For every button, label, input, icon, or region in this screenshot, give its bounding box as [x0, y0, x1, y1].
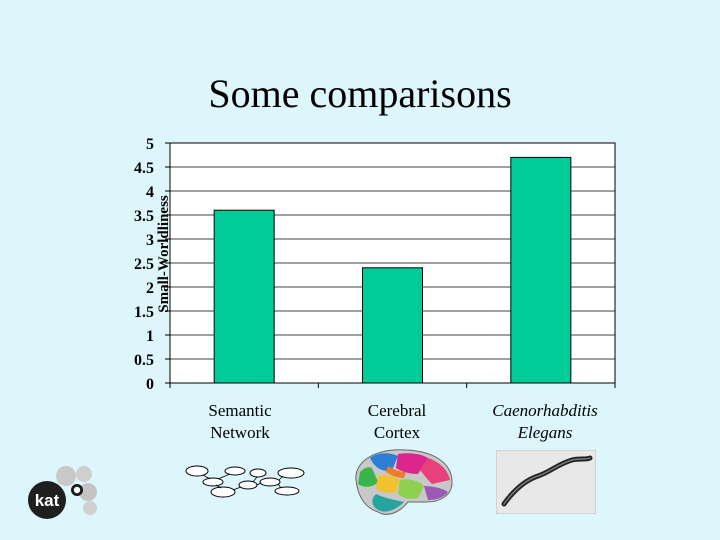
semantic-network-graph-icon [185, 465, 305, 498]
kat-logo: kat [28, 466, 97, 519]
bar-caenorhabditis-elegans [510, 156, 572, 384]
category-label-semantic-network: Semantic Network [165, 400, 315, 444]
slide-title: Some comparisons [208, 71, 512, 116]
y-tick-label: 1 [146, 328, 154, 345]
y-tick-label: 2.5 [134, 256, 154, 273]
y-tick-label: 1.5 [134, 304, 154, 321]
y-tick-label: 3.5 [134, 208, 154, 225]
category-label-line: Network [210, 423, 270, 442]
category-label-line: Caenorhabditis [492, 401, 598, 420]
logo-text: kat [35, 491, 60, 510]
category-label-line: Cortex [373, 423, 421, 442]
category-label-line: Elegans [517, 423, 573, 442]
y-tick-label: 4.5 [134, 160, 154, 177]
y-tick-label: 2 [146, 280, 154, 297]
category-label-cerebral-cortex: Cerebral Cortex [322, 400, 472, 444]
bar-semantic-network [213, 209, 275, 384]
y-tick-label: 5 [146, 136, 154, 153]
y-tick-label: 0 [146, 376, 154, 393]
y-tick-label: 3 [146, 232, 154, 249]
worm-photo-icon [496, 450, 596, 514]
brain-cortex-icon [355, 449, 453, 515]
bar-cerebral-cortex [362, 267, 423, 384]
category-label-line: Semantic [208, 401, 272, 420]
y-tick-label: 0.5 [134, 352, 154, 369]
category-label-line: Cerebral [367, 401, 427, 420]
category-label-caenorhabditis-elegans: Caenorhabditis Elegans [470, 400, 620, 444]
y-tick-label: 4 [146, 184, 154, 201]
